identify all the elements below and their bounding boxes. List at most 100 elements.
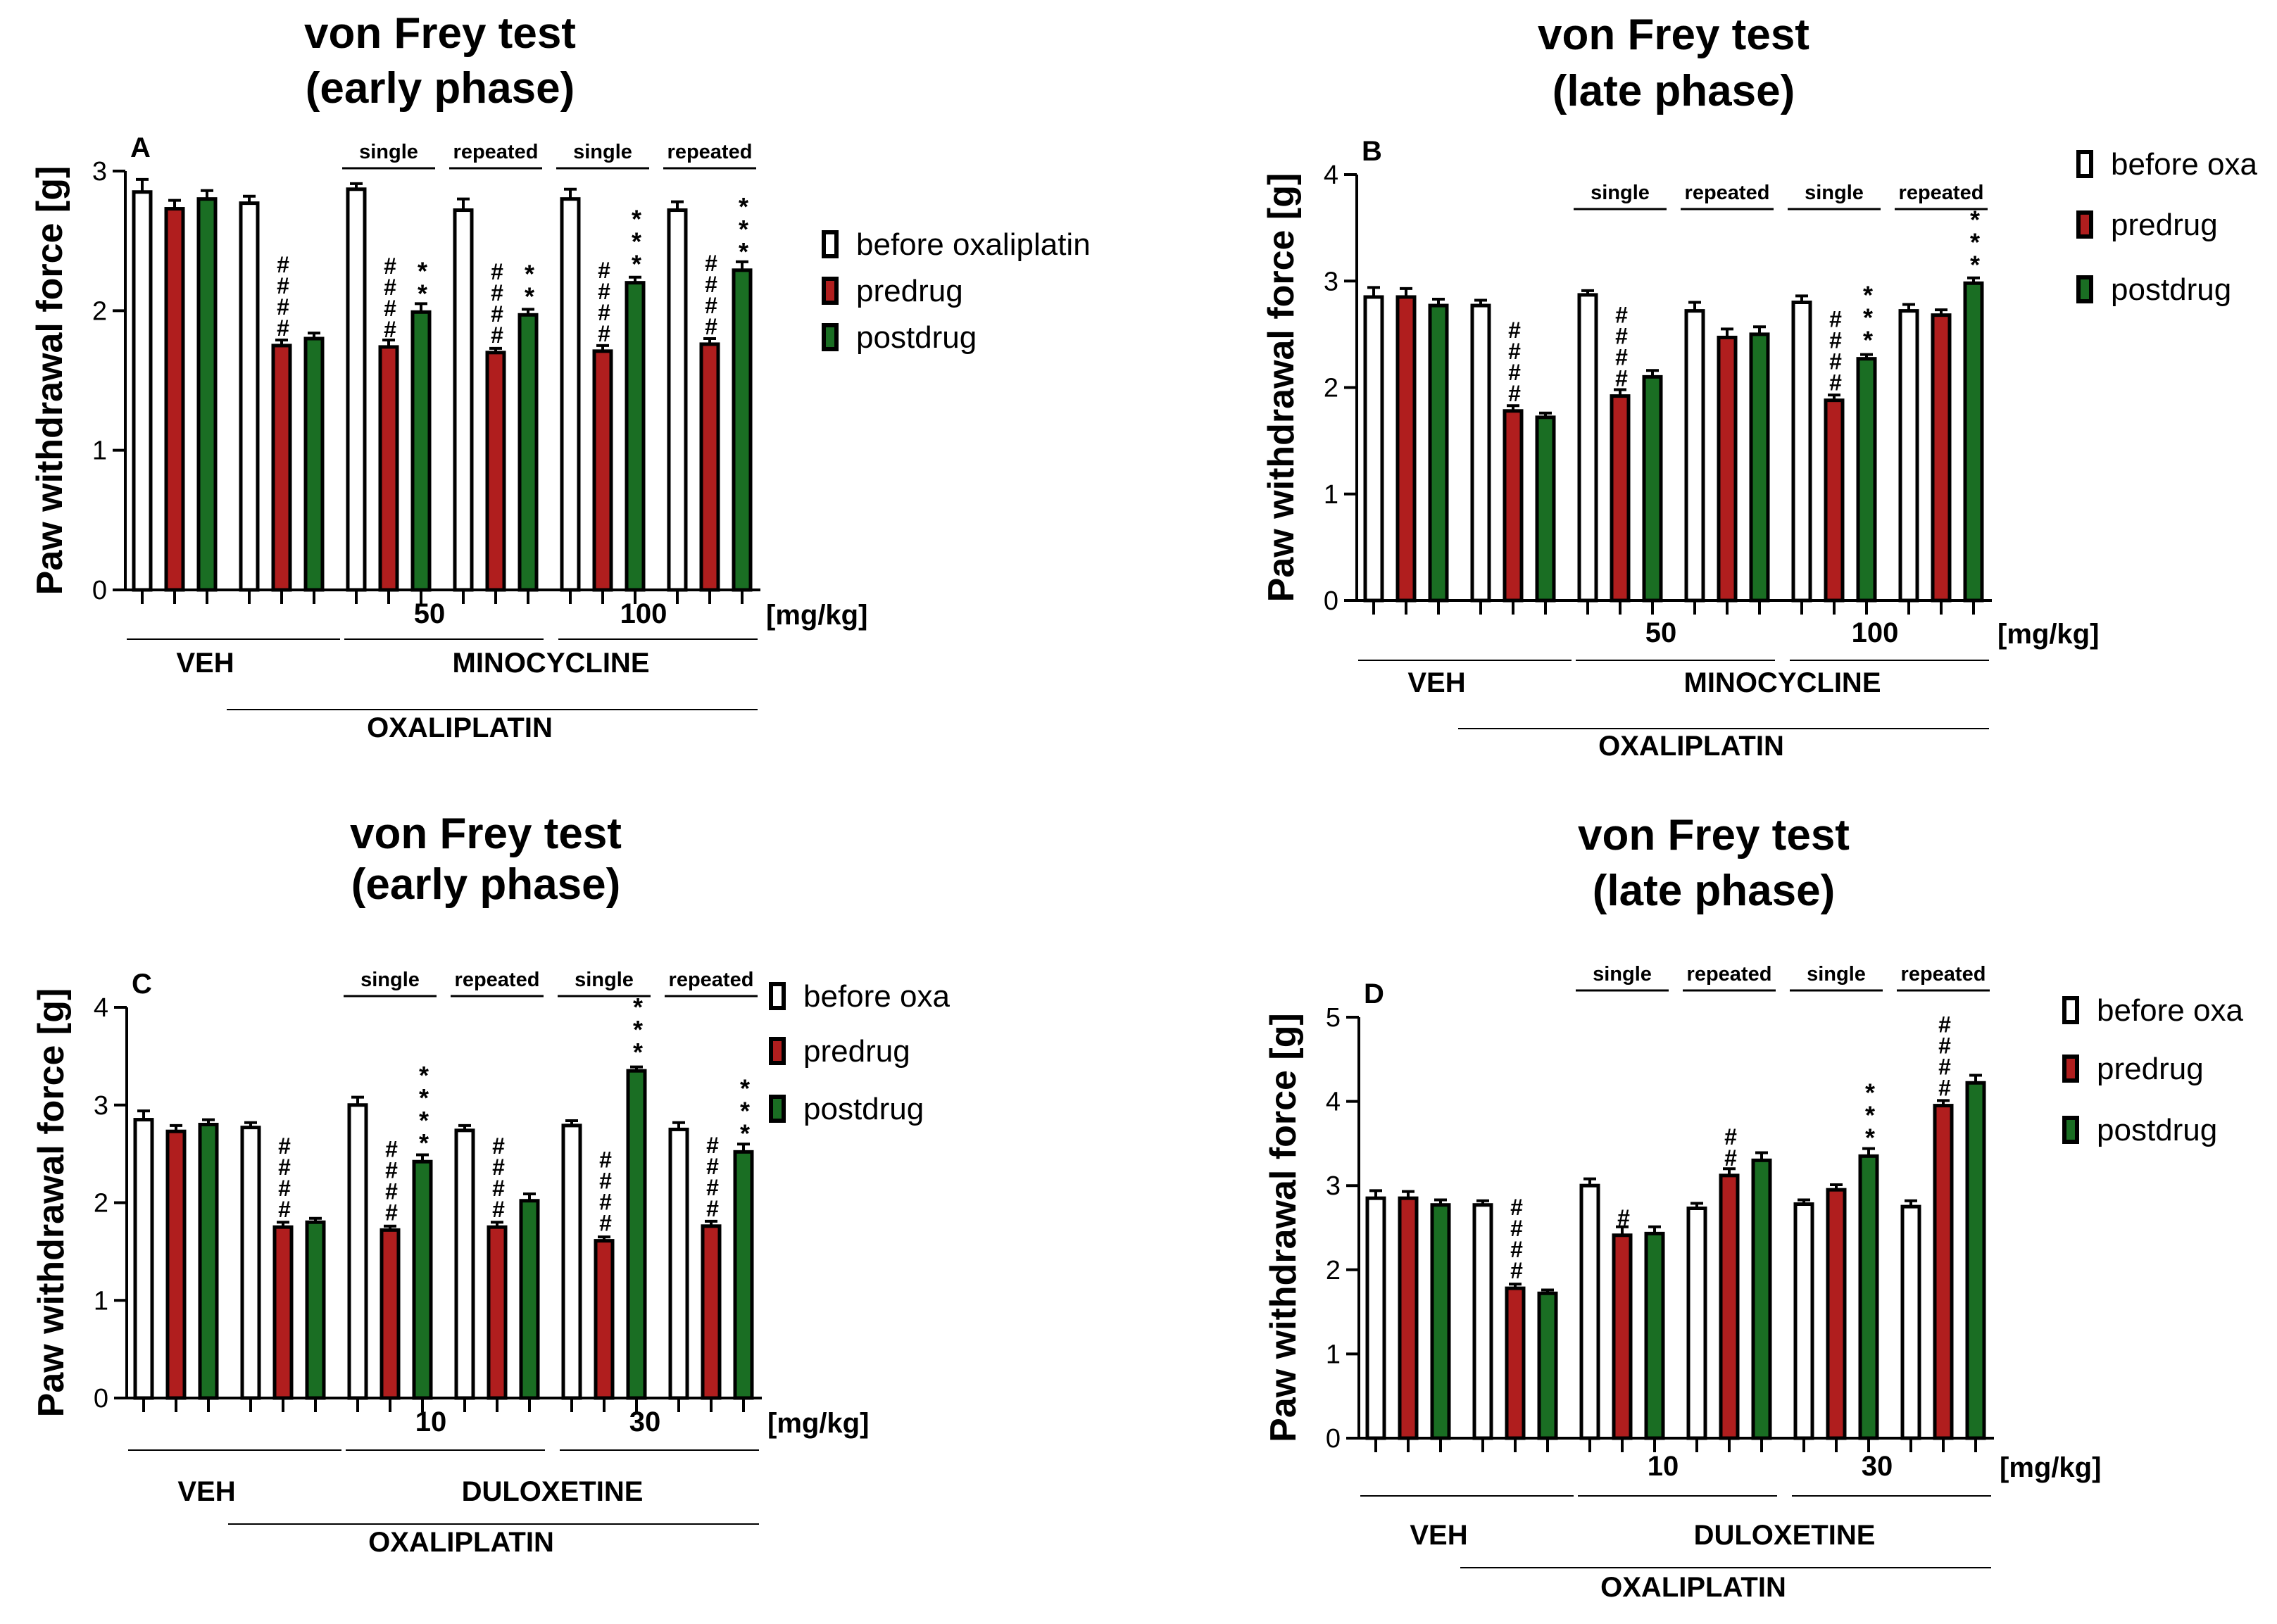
bar-postdrug — [1751, 1158, 1772, 1440]
significance-hash: # — [1510, 1258, 1523, 1283]
y-tick-label: 3 — [1324, 267, 1338, 296]
bar-postdrug — [732, 268, 753, 592]
bar-before — [1579, 1183, 1600, 1440]
significance-hash: # — [491, 301, 503, 327]
significance-hash: # — [705, 314, 717, 339]
significance-star: * — [740, 1096, 750, 1125]
drug-label: MINOCYCLINE — [1684, 667, 1881, 698]
legend-swatch-postdrug — [822, 323, 839, 351]
y-tick-label: 0 — [1324, 586, 1338, 616]
bar-before — [561, 1123, 582, 1400]
significance-hash: # — [1724, 1145, 1737, 1171]
significance-hash: # — [277, 273, 289, 298]
legend-label-predrug: predrug — [2097, 1052, 2204, 1086]
significance-star: * — [418, 279, 427, 308]
y-tick-label: 5 — [1326, 1003, 1341, 1033]
bar-before — [133, 1118, 154, 1400]
significance-hash: # — [491, 280, 503, 306]
significance-hash: # — [278, 1154, 291, 1180]
dose-label: 50 — [1645, 617, 1677, 648]
dose-label: 50 — [414, 598, 446, 629]
y-tick-label: 3 — [1326, 1171, 1341, 1201]
significance-star: * — [419, 1128, 429, 1157]
significance-star: * — [1863, 281, 1873, 310]
significance-hash: # — [277, 294, 289, 320]
significance-hash: # — [492, 1133, 505, 1159]
significance-star: * — [1865, 1078, 1875, 1107]
significance-hash: # — [277, 315, 289, 341]
bar-postdrug — [1856, 357, 1877, 603]
y-tick-label: 3 — [94, 1091, 108, 1121]
bar-postdrug — [625, 281, 646, 592]
dose-label: 30 — [629, 1406, 661, 1437]
y-tick-label: 3 — [92, 157, 107, 187]
significance-hash: # — [1615, 324, 1628, 349]
significance-hash: # — [599, 1190, 612, 1215]
significance-hash: # — [598, 321, 610, 346]
legend-swatch-postdrug — [2062, 1116, 2079, 1144]
legend-swatch-predrug — [822, 277, 839, 305]
legend-label-predrug: predrug — [803, 1034, 910, 1069]
significance-hash: # — [278, 1133, 291, 1159]
y-tick-label: 4 — [1326, 1088, 1341, 1117]
legend-swatch-predrug — [2062, 1055, 2079, 1083]
significance-star: * — [1863, 303, 1873, 332]
significance-hash: # — [598, 258, 610, 283]
bar-before — [1365, 1196, 1386, 1440]
regimen-label: repeated — [1687, 963, 1772, 986]
significance-hash: # — [1724, 1124, 1737, 1150]
oxaliplatin-label: OXALIPLATIN — [367, 712, 553, 743]
bar-postdrug — [733, 1150, 754, 1400]
y-tick-label: 0 — [1326, 1424, 1341, 1454]
drug-label: MINOCYCLINE — [453, 648, 650, 679]
bar-before — [667, 208, 688, 592]
regimen-label: single — [360, 969, 420, 991]
chart-title: (late phase) — [1552, 67, 1795, 115]
legend-swatch-before — [2076, 150, 2093, 178]
regimen-label: repeated — [667, 141, 753, 163]
legend-label-before: before oxaliplatin — [856, 227, 1091, 262]
significance-hash: # — [706, 1133, 719, 1158]
significance-hash: # — [1938, 1055, 1951, 1080]
bar-postdrug — [410, 310, 432, 592]
significance-star: * — [419, 1106, 429, 1135]
regimen-label: repeated — [669, 969, 754, 991]
y-tick-label: 2 — [1326, 1256, 1341, 1285]
bar-before — [1472, 1203, 1493, 1440]
y-tick-label: 1 — [92, 436, 107, 466]
bar-before — [1577, 293, 1598, 603]
significance-hash: # — [598, 300, 610, 325]
significance-hash: # — [492, 1154, 505, 1180]
significance-hash: # — [705, 293, 717, 318]
significance-hash: # — [1508, 339, 1521, 364]
dose-label: 100 — [1852, 617, 1899, 648]
significance-hash: # — [599, 1147, 612, 1173]
bar-postdrug — [303, 336, 325, 592]
bar-predrug — [378, 345, 399, 592]
bar-predrug — [701, 1224, 722, 1400]
significance-hash: # — [1615, 366, 1628, 391]
panel-label: D — [1364, 978, 1384, 1009]
significance-hash: # — [1615, 345, 1628, 370]
legend-label-before: before oxa — [2097, 993, 2243, 1028]
panel-label: C — [132, 969, 152, 1000]
dose-label: 10 — [1648, 1451, 1679, 1482]
chart-svg: von Frey test(early phase) C 0 1 2 3 4 Paw with… — [31, 812, 950, 1558]
bar-before — [1363, 295, 1384, 603]
bar-before — [1470, 303, 1491, 603]
significance-hash: # — [385, 1157, 398, 1183]
chart-svg: von Frey test (early phase) A 0 1 2 3 Paw withd… — [30, 9, 1091, 743]
significance-star: * — [1970, 227, 1980, 256]
bar-postdrug — [626, 1069, 647, 1400]
regimen-label: repeated — [453, 141, 539, 163]
chart-title: von Frey test — [1578, 812, 1850, 860]
chart-svg: von Frey test (late phase) B 0 1 2 3 4 Paw withd… — [1261, 11, 2257, 762]
bar-postdrug — [1428, 303, 1449, 603]
bar-predrug — [1933, 1104, 1954, 1440]
y-tick-label: 1 — [94, 1286, 108, 1316]
chart-title: (early phase) — [351, 860, 621, 909]
legend-label-postdrug: postdrug — [803, 1092, 924, 1126]
significance-hash: # — [491, 259, 503, 284]
significance-star: * — [632, 205, 641, 234]
significance-hash: # — [491, 322, 503, 348]
